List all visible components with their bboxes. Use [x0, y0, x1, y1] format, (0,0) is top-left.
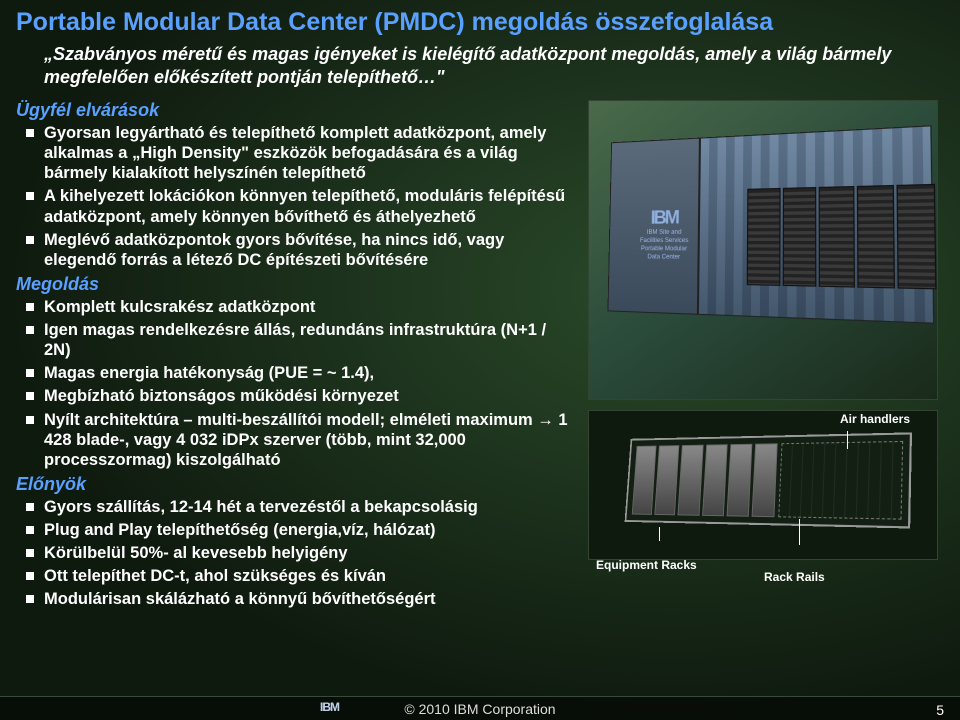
bullets-customer: Gyorsan legyártható és telepíthető kompl…: [26, 123, 576, 270]
slide: Portable Modular Data Center (PMDC) mego…: [0, 0, 960, 720]
rack-icon: [857, 185, 895, 289]
diagram-rack-icon: [654, 445, 679, 515]
slide-title: Portable Modular Data Center (PMDC) mego…: [16, 8, 950, 37]
rack-icon: [819, 186, 855, 288]
ibm-sub1: IBM Site and Facilities Services: [640, 230, 689, 244]
annotation-line: [659, 527, 660, 541]
right-column: IBM IBM Site and Facilities Services Por…: [588, 96, 950, 560]
rack-icon: [896, 184, 936, 290]
rack-icon: [937, 183, 938, 291]
pmdc-diagram: [588, 410, 938, 560]
container-side-face: [698, 125, 935, 324]
heading-benefits: Előnyök: [16, 474, 576, 495]
diagram-rack-icon: [751, 443, 777, 517]
bullet-item: Körülbelül 50%- al kevesebb helyigény: [26, 543, 576, 563]
diagram-rack-icon: [702, 444, 728, 516]
bullets-benefits: Gyors szállítás, 12-14 hét a tervezéstől…: [26, 497, 576, 610]
annotation-line: [799, 519, 800, 545]
bullet-item: Komplett kulcsrakész adatközpont: [26, 297, 576, 317]
ibm-sub2: Portable Modular Data Center: [641, 246, 687, 260]
bullet-item: A kihelyezett lokációkon könnyen telepít…: [26, 186, 576, 226]
heading-customer: Ügyfél elvárások: [16, 100, 576, 121]
bullet-item: Plug and Play telepíthetőség (energia,ví…: [26, 520, 576, 540]
bullet-item: Nyílt architektúra – multi-beszállítói m…: [26, 410, 576, 470]
server-racks: [747, 182, 938, 292]
bullet-item: Meglévő adatközpontok gyors bővítése, ha…: [26, 230, 576, 270]
pmdc-illustration: IBM IBM Site and Facilities Services Por…: [588, 100, 938, 400]
heading-solution: Megoldás: [16, 274, 576, 295]
annotation-rack-rails: Rack Rails: [764, 570, 825, 584]
bullet-item: Gyors szállítás, 12-14 hét a tervezéstől…: [26, 497, 576, 517]
bullet-item: Magas energia hatékonyság (PUE = ~ 1.4),: [26, 363, 576, 383]
bullet-item: Modulárisan skálázható a könnyű bővíthet…: [26, 589, 576, 609]
container-box: IBM IBM Site and Facilities Services Por…: [607, 125, 938, 361]
bullets-solution: Komplett kulcsrakész adatközpont Igen ma…: [26, 297, 576, 470]
annotation-air-handlers: Air handlers: [840, 412, 910, 426]
bullet-item: Igen magas rendelkezésre állás, redundán…: [26, 320, 576, 360]
diagram-rack-icon: [678, 445, 703, 516]
ibm-label: IBM IBM Site and Facilities Services Por…: [637, 209, 692, 262]
slide-subtitle: „Szabványos méretű és magas igényeket is…: [44, 43, 914, 88]
container-front-face: IBM IBM Site and Facilities Services Por…: [607, 138, 699, 315]
rack-icon: [747, 188, 781, 286]
left-column: Ügyfél elvárások Gyorsan legyártható és …: [16, 96, 576, 613]
diagram-open-area: [778, 441, 903, 520]
rack-icon: [782, 187, 817, 287]
bullet-item: Megbízható biztonságos működési környeze…: [26, 386, 576, 406]
annotation-line: [847, 431, 848, 449]
ibm-logo-icon: IBM: [637, 209, 692, 226]
bullet-item: Ott telepíthet DC-t, ahol szükséges és k…: [26, 566, 576, 586]
bullet-item: Gyorsan legyártható és telepíthető kompl…: [26, 123, 576, 183]
annotation-equipment-racks: Equipment Racks: [596, 558, 697, 572]
diagram-rack-icon: [726, 444, 752, 517]
diagram-shell: [625, 432, 912, 528]
content-row: Ügyfél elvárások Gyorsan legyártható és …: [16, 96, 950, 613]
diagram-rack-icon: [632, 446, 657, 515]
diagram-racks: [632, 443, 778, 517]
